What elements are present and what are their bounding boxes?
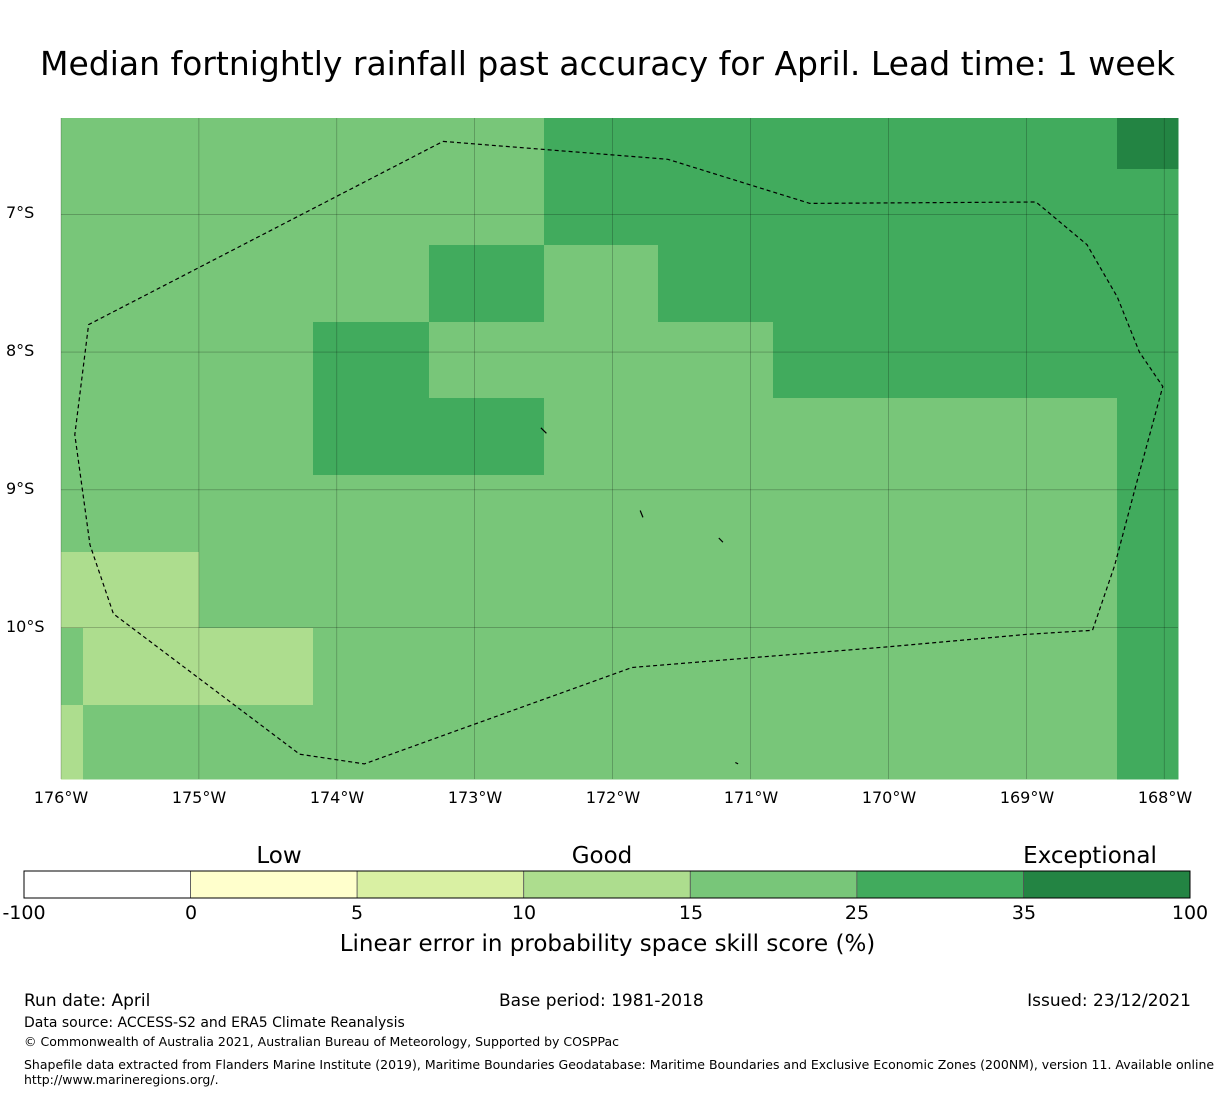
island-coastline bbox=[540, 427, 547, 434]
skill-score-map bbox=[60, 118, 1179, 780]
colorbar-tick-label: 5 bbox=[350, 902, 364, 924]
skill-cell bbox=[83, 705, 545, 780]
colorbar-bin bbox=[23, 870, 191, 899]
lon-tick-label: 170°W bbox=[861, 788, 917, 807]
islands-layer bbox=[540, 427, 739, 765]
colorbar-bin bbox=[689, 870, 858, 899]
copyright: © Commonwealth of Australia 2021, Austra… bbox=[24, 1034, 619, 1049]
legend-category-low: Low bbox=[256, 843, 302, 869]
lon-tick-label: 172°W bbox=[585, 788, 641, 807]
colorbar-tick-label: 100 bbox=[1171, 902, 1209, 924]
skill-cell bbox=[429, 245, 545, 323]
skill-cell bbox=[61, 322, 314, 476]
colorbar-bin bbox=[523, 870, 691, 899]
skill-cell bbox=[1117, 118, 1179, 170]
skill-cells-layer bbox=[61, 118, 1179, 780]
island-coastline bbox=[735, 761, 739, 765]
skill-cell bbox=[313, 398, 545, 476]
lon-tick-label: 174°W bbox=[309, 788, 365, 807]
skill-cell bbox=[544, 398, 1118, 780]
colorbar-tick-label: 10 bbox=[511, 902, 537, 924]
run-date: Run date: April bbox=[24, 991, 151, 1011]
colorbar-tick-label: 35 bbox=[1011, 902, 1037, 924]
lat-tick-label: 10°S bbox=[6, 617, 45, 636]
skill-cell bbox=[61, 628, 84, 706]
skill-cell bbox=[544, 118, 1118, 246]
colorbar-label: Linear error in probability space skill … bbox=[339, 931, 876, 957]
lon-tick-label: 175°W bbox=[171, 788, 227, 807]
colorbar-frame bbox=[23, 870, 1191, 899]
island-coastline bbox=[718, 537, 724, 543]
skill-cell bbox=[83, 628, 314, 706]
skill-cell bbox=[61, 475, 545, 553]
colorbar-tick-label: 15 bbox=[678, 902, 704, 924]
skill-cell bbox=[199, 552, 545, 629]
lat-tick-label: 8°S bbox=[6, 341, 35, 360]
issued-date: Issued: 23/12/2021 bbox=[1027, 991, 1191, 1011]
colorbar-bin bbox=[356, 870, 525, 899]
colorbar-bin bbox=[1023, 870, 1191, 899]
lon-tick-label: 168°W bbox=[1137, 788, 1193, 807]
lon-tick-label: 173°W bbox=[447, 788, 503, 807]
lon-tick-label: 176°W bbox=[33, 788, 89, 807]
colorbar-bin bbox=[190, 870, 358, 899]
skill-cell bbox=[313, 322, 430, 399]
lon-tick-label: 171°W bbox=[723, 788, 779, 807]
colorbar-tick-label: 25 bbox=[844, 902, 870, 924]
shapefile-url: http://www.marineregions.org/. bbox=[24, 1072, 219, 1087]
data-source: Data source: ACCESS-S2 and ERA5 Climate … bbox=[24, 1015, 405, 1031]
legend-category-exceptional: Exceptional bbox=[1023, 843, 1157, 869]
skill-cell bbox=[61, 705, 84, 780]
skill-cell bbox=[773, 322, 1179, 399]
lon-tick-label: 169°W bbox=[999, 788, 1055, 807]
skill-cell bbox=[429, 322, 774, 399]
colorbar-tick-label: -100 bbox=[2, 902, 46, 924]
skill-cell bbox=[61, 118, 545, 246]
graticule-layer bbox=[60, 118, 1178, 779]
eez-boundary-layer bbox=[74, 140, 1164, 765]
legend-category-good: Good bbox=[571, 843, 633, 869]
base-period: Base period: 1981-2018 bbox=[499, 991, 704, 1011]
island-coastline bbox=[639, 510, 644, 518]
map-title: Median fortnightly rainfall past accurac… bbox=[39, 44, 1175, 83]
skill-cell bbox=[1117, 398, 1179, 780]
colorbar-tick-label: 0 bbox=[184, 902, 198, 924]
skill-cell bbox=[313, 628, 545, 706]
eez-boundary bbox=[74, 140, 1164, 765]
skill-cell bbox=[544, 245, 659, 323]
lat-tick-label: 9°S bbox=[6, 479, 35, 498]
skill-cell bbox=[658, 245, 1179, 323]
skill-cell bbox=[61, 552, 200, 629]
skill-cell bbox=[61, 245, 430, 323]
shapefile-credit: Shapefile data extracted from Flanders M… bbox=[24, 1057, 1215, 1072]
lat-tick-label: 7°S bbox=[6, 203, 35, 222]
skill-cell bbox=[1117, 169, 1179, 246]
colorbar-bin bbox=[856, 870, 1024, 899]
